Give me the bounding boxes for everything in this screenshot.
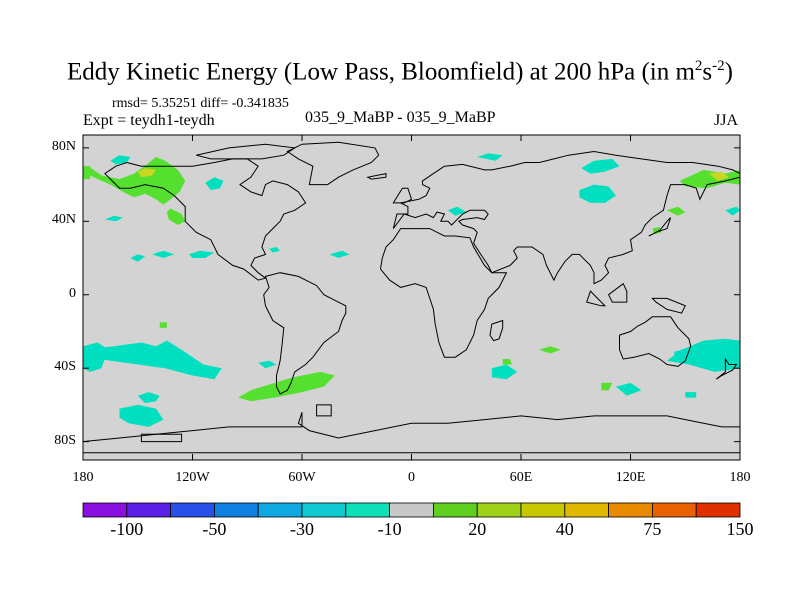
map-background [83, 135, 740, 460]
anomaly-region-green [502, 359, 512, 365]
coastline [586, 290, 607, 307]
colorbar-swatch [564, 502, 609, 518]
coastline [196, 143, 297, 160]
anomaly-region-cyan [448, 206, 467, 216]
coastline [104, 158, 307, 281]
anomaly-region-cyan [674, 348, 689, 359]
coastline [140, 433, 183, 443]
x-tick-label: 180 [729, 470, 751, 485]
anomaly-region-green [539, 346, 562, 354]
y-tick-label: 40N [51, 212, 76, 228]
anomaly-region-yellow [709, 171, 729, 181]
x-tick-label: 60W [288, 470, 316, 485]
colorbar-swatch [345, 502, 390, 518]
anomaly-region-cyan [725, 206, 740, 216]
anomaly-region-cyan [491, 364, 518, 380]
experiment-label: Expt = teydh1-teydh [83, 112, 215, 129]
colorbar-swatch [257, 502, 303, 518]
anomaly-region-cyan [258, 360, 277, 369]
y-tick-label: 0 [69, 285, 76, 301]
anomaly-region-green [86, 157, 186, 205]
colorbar-swatch [520, 502, 566, 518]
anomaly-region-cyan [83, 342, 109, 372]
colorbar-label: -100 [110, 519, 144, 539]
anomaly-region-green [652, 226, 662, 235]
colorbar-label: -50 [202, 519, 227, 539]
x-tick-label: 120W [175, 470, 210, 485]
coastline [366, 172, 387, 180]
anomaly-region-green [238, 371, 335, 402]
anomaly-region-cyan [477, 153, 503, 161]
colorbar [82, 502, 741, 518]
coastline [379, 228, 508, 358]
colorbar-label: -30 [290, 519, 314, 539]
anomaly-region-cyan [137, 392, 160, 404]
chart-title: Eddy Kinetic Energy (Low Pass, Bloomfiel… [67, 58, 733, 86]
coastline [392, 150, 741, 285]
anomaly-layer [83, 153, 740, 427]
season-label: JJA [714, 112, 739, 129]
anomaly-region-cyan [83, 340, 222, 380]
colorbar-swatch [82, 502, 128, 518]
colorbar-swatch [695, 502, 741, 518]
colorbar-swatch [389, 502, 434, 518]
coastline [648, 217, 672, 237]
anomaly-region-cyan [104, 215, 124, 222]
x-tick-label: 0 [408, 470, 415, 485]
anomaly-region-yellow [137, 168, 156, 178]
y-tick-label: 40S [54, 359, 76, 375]
axis-ticks [82, 135, 741, 460]
x-tick-label: 120E [615, 470, 646, 485]
colorbar-swatch [126, 502, 172, 518]
coastline [392, 187, 413, 204]
coastline [607, 282, 628, 303]
coastline-layer [82, 141, 741, 454]
colorbar-swatch [608, 502, 653, 518]
colorbar-label: 75 [643, 519, 662, 539]
y-tick-label: 80S [54, 432, 76, 448]
comparison-label: 035_9_MaBP - 035_9_MaBP [305, 109, 496, 126]
anomaly-region-green [159, 322, 167, 328]
anomaly-region-cyan [119, 404, 164, 427]
anomaly-region-green [601, 382, 613, 391]
coastline [82, 412, 741, 454]
anomaly-region-green [166, 208, 186, 225]
colorbar-label: 20 [468, 519, 487, 539]
colorbar-swatch [652, 502, 697, 518]
anomaly-region-green [83, 166, 91, 180]
anomaly-region-cyan [110, 155, 131, 165]
colorbar-swatch [476, 502, 522, 518]
anomaly-region-cyan [685, 392, 697, 398]
y-tick-label: 80N [51, 138, 76, 154]
anomaly-region-cyan [152, 250, 175, 258]
anomaly-region-green [667, 206, 686, 216]
x-tick-label: 180 [72, 470, 94, 485]
colorbar-swatch [213, 502, 259, 518]
anomaly-region-cyan [130, 254, 146, 262]
anomaly-region-cyan [205, 177, 224, 191]
colorbar-swatch [432, 502, 478, 518]
colorbar-label: 40 [555, 519, 574, 539]
coastline [715, 357, 738, 380]
anomaly-region-cyan [329, 250, 350, 258]
anomaly-region-cyan [667, 338, 740, 372]
coastline [489, 319, 504, 342]
anomaly-region-cyan [269, 247, 281, 253]
anomaly-region-cyan [188, 250, 215, 258]
anomaly-region-cyan [581, 158, 620, 174]
coastline [263, 272, 347, 395]
coastline [619, 316, 692, 367]
coastline [316, 404, 332, 417]
anomaly-region-cyan [615, 382, 642, 396]
colorbar-swatch [301, 502, 347, 518]
coastline [286, 141, 380, 186]
colorbar-label: -10 [377, 519, 402, 539]
stats-label: rmsd= 5.35251 diff= -0.341835 [112, 96, 289, 111]
colorbar-swatch [170, 502, 215, 518]
colorbar-label: 150 [726, 519, 754, 539]
anomaly-region-cyan [579, 184, 616, 203]
coastline [651, 297, 686, 314]
x-tick-label: 60E [509, 470, 533, 485]
